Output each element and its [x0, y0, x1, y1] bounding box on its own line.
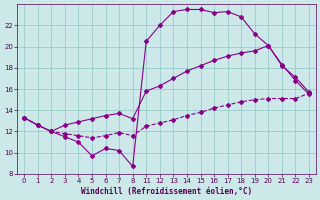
X-axis label: Windchill (Refroidissement éolien,°C): Windchill (Refroidissement éolien,°C) — [81, 187, 252, 196]
